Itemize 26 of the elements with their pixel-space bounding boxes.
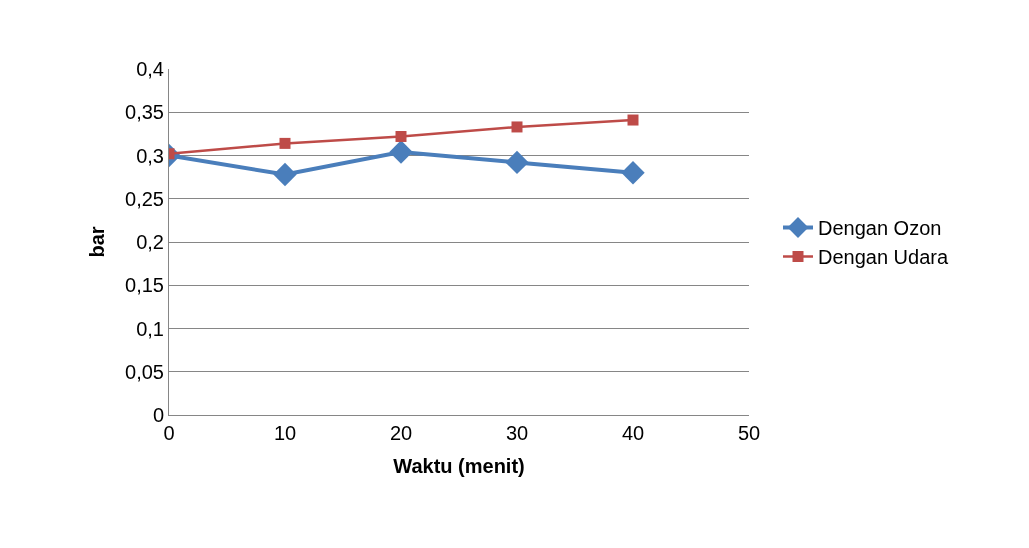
point xyxy=(389,140,413,164)
y-tick-label: 0,4 xyxy=(136,58,164,80)
y-tick-label: 0 xyxy=(152,404,164,426)
point xyxy=(621,161,645,185)
y-tick-label: 0,05 xyxy=(125,360,164,383)
legend-label: Dengan Udara xyxy=(818,246,949,269)
y-tick-label: 0,3 xyxy=(136,144,164,167)
x-tick-label: 40 xyxy=(621,422,645,444)
point xyxy=(511,121,523,133)
x-tick-label: 50 xyxy=(737,422,761,444)
point xyxy=(505,150,529,175)
point xyxy=(273,162,297,187)
y-tick-label: 0,15 xyxy=(125,274,164,297)
y-tick-label: 0,35 xyxy=(125,101,164,124)
y-tick-label: 0,25 xyxy=(125,187,164,210)
point xyxy=(279,137,291,149)
point xyxy=(627,114,639,126)
legend-label: Dengan Ozon xyxy=(818,217,942,240)
y-tick-label: 0,2 xyxy=(136,231,164,253)
y-tick-label: 0,1 xyxy=(136,317,164,340)
y-axis-title: bar xyxy=(85,226,108,258)
x-tick-label: 20 xyxy=(389,422,413,444)
point xyxy=(395,130,407,142)
x-tick-label: 10 xyxy=(273,422,297,444)
x-tick-label: 30 xyxy=(505,422,529,444)
x-axis-title: Waktu (menit) xyxy=(393,454,525,477)
